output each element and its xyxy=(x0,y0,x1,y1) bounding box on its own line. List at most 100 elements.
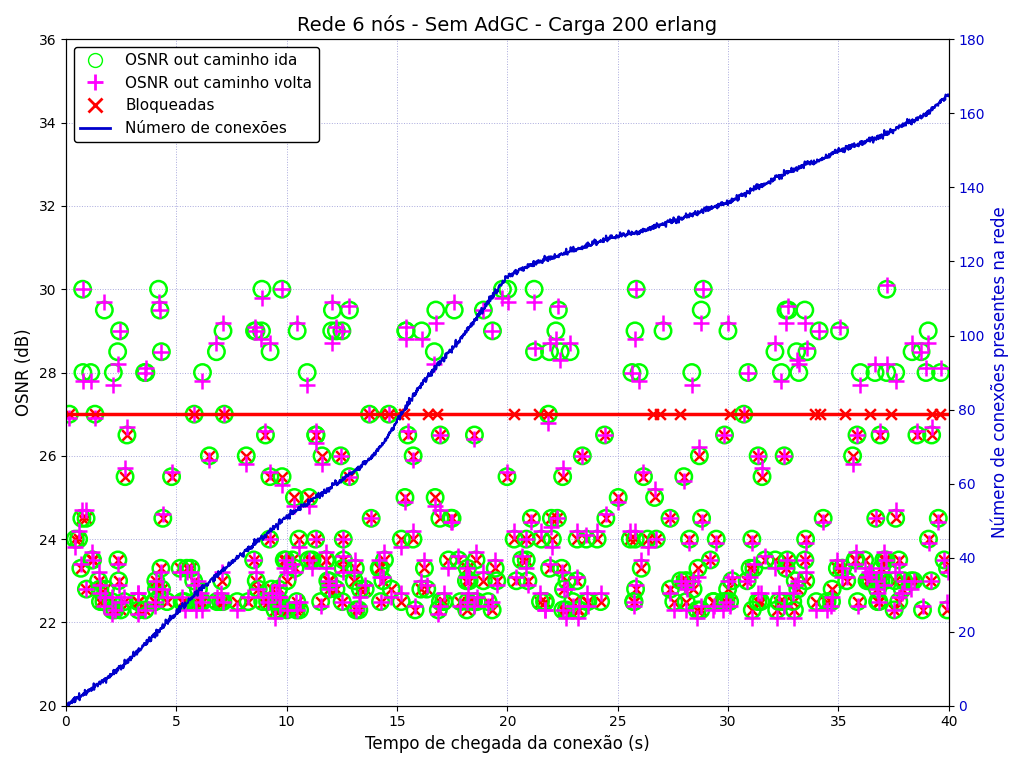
OSNR out caminho ida xyxy=(186,408,203,420)
OSNR out caminho volta xyxy=(178,566,195,578)
OSNR out caminho volta xyxy=(681,537,697,549)
Bloqueadas xyxy=(871,429,888,441)
Bloqueadas xyxy=(708,533,724,545)
OSNR out caminho volta xyxy=(270,591,287,604)
OSNR out caminho volta xyxy=(532,587,549,599)
OSNR out caminho volta xyxy=(745,558,762,571)
OSNR out caminho volta xyxy=(373,595,389,607)
Bloqueadas xyxy=(87,408,103,420)
OSNR out caminho ida xyxy=(526,283,543,296)
Bloqueadas xyxy=(475,574,492,587)
Y-axis label: OSNR (dB): OSNR (dB) xyxy=(15,329,33,416)
OSNR out caminho volta xyxy=(523,516,540,528)
OSNR out caminho volta xyxy=(571,600,588,612)
OSNR out caminho ida xyxy=(819,595,836,607)
OSNR out caminho volta xyxy=(778,316,795,329)
OSNR out caminho volta xyxy=(690,571,707,583)
OSNR out caminho ida xyxy=(215,595,231,607)
Bloqueadas xyxy=(271,595,288,607)
OSNR out caminho ida xyxy=(624,366,640,379)
OSNR out caminho ida xyxy=(187,595,204,607)
OSNR out caminho ida xyxy=(270,595,287,607)
OSNR out caminho volta xyxy=(335,550,351,562)
OSNR out caminho ida xyxy=(848,554,864,566)
OSNR out caminho ida xyxy=(538,595,554,607)
OSNR out caminho ida xyxy=(270,583,287,595)
OSNR out caminho ida xyxy=(526,346,543,358)
OSNR out caminho ida xyxy=(396,492,413,504)
OSNR out caminho volta xyxy=(648,533,665,545)
OSNR out caminho ida xyxy=(393,533,410,545)
OSNR out caminho volta xyxy=(623,525,639,537)
Bloqueadas xyxy=(154,583,170,595)
Bloqueadas xyxy=(677,574,693,587)
OSNR out caminho volta xyxy=(432,504,449,516)
Bloqueadas xyxy=(155,512,171,525)
Bloqueadas xyxy=(771,595,787,607)
OSNR out caminho ida xyxy=(896,574,912,587)
OSNR out caminho volta xyxy=(451,550,467,562)
OSNR out caminho volta xyxy=(271,591,288,604)
OSNR out caminho volta xyxy=(526,296,543,308)
Bloqueadas xyxy=(289,595,305,607)
OSNR out caminho ida xyxy=(532,595,549,607)
OSNR out caminho volta xyxy=(627,525,643,537)
OSNR out caminho ida xyxy=(580,595,596,607)
Bloqueadas xyxy=(215,595,231,607)
OSNR out caminho ida xyxy=(105,366,122,379)
Bloqueadas xyxy=(523,512,540,525)
OSNR out caminho ida xyxy=(784,595,801,607)
Bloqueadas xyxy=(97,583,114,595)
OSNR out caminho ida xyxy=(404,533,421,545)
OSNR out caminho volta xyxy=(432,429,449,441)
Bloqueadas xyxy=(352,583,369,595)
Bloqueadas xyxy=(117,471,133,483)
Bloqueadas xyxy=(279,604,295,616)
OSNR out caminho volta xyxy=(480,600,497,612)
OSNR out caminho volta xyxy=(461,571,477,583)
OSNR out caminho volta xyxy=(103,591,120,604)
Bloqueadas xyxy=(212,595,228,607)
OSNR out caminho ida xyxy=(678,595,694,607)
OSNR out caminho ida xyxy=(750,595,766,607)
OSNR out caminho volta xyxy=(110,358,126,370)
OSNR out caminho volta xyxy=(324,337,340,349)
Bloqueadas xyxy=(393,533,410,545)
Bloqueadas xyxy=(341,471,357,483)
Bloqueadas xyxy=(459,562,475,574)
OSNR out caminho ida xyxy=(849,429,865,441)
OSNR out caminho volta xyxy=(71,525,87,537)
OSNR out caminho volta xyxy=(920,337,936,349)
Bloqueadas xyxy=(903,574,920,587)
OSNR out caminho volta xyxy=(307,533,324,545)
OSNR out caminho ida xyxy=(174,595,190,607)
OSNR out caminho ida xyxy=(776,450,793,462)
OSNR out caminho ida xyxy=(178,562,195,574)
OSNR out caminho ida xyxy=(808,595,824,607)
Bloqueadas xyxy=(754,471,770,483)
OSNR out caminho ida xyxy=(291,533,307,545)
OSNR out caminho ida xyxy=(633,562,649,574)
OSNR out caminho ida xyxy=(209,595,225,607)
OSNR out caminho ida xyxy=(272,604,289,616)
OSNR out caminho volta xyxy=(285,558,301,571)
OSNR out caminho ida xyxy=(484,604,501,616)
OSNR out caminho volta xyxy=(750,450,766,462)
Bloqueadas xyxy=(742,562,759,574)
Bloqueadas xyxy=(555,604,571,616)
OSNR out caminho ida xyxy=(918,366,934,379)
Bloqueadas xyxy=(520,574,537,587)
OSNR out caminho volta xyxy=(459,562,475,574)
OSNR out caminho volta xyxy=(75,375,91,387)
OSNR out caminho volta xyxy=(721,600,737,612)
OSNR out caminho volta xyxy=(78,504,94,516)
OSNR out caminho ida xyxy=(130,595,146,607)
OSNR out caminho ida xyxy=(92,583,109,595)
Bloqueadas xyxy=(361,408,378,420)
Bloqueadas xyxy=(739,574,756,587)
Bloqueadas xyxy=(845,450,861,462)
OSNR out caminho ida xyxy=(250,583,266,595)
OSNR out caminho volta xyxy=(773,375,790,387)
OSNR out caminho ida xyxy=(352,583,369,595)
OSNR out caminho volta xyxy=(289,604,305,616)
